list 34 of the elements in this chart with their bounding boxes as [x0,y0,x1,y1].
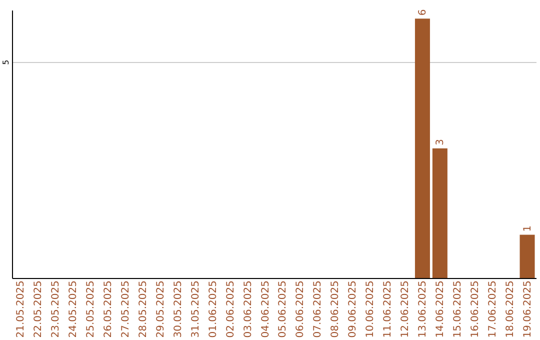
x-tick-label: 04.06.2025 [260,280,272,338]
x-tick-label: 05.06.2025 [278,280,289,338]
x-tick-label: 29.05.2025 [155,280,166,338]
x-tick-label: 11.06.2025 [382,280,394,338]
x-tick-label: 01.06.2025 [208,280,219,338]
x-tick-label: 27.05.2025 [120,280,132,338]
data-label: 1 [522,225,534,232]
x-tick-label: 28.05.2025 [138,280,149,338]
x-tick-label: 15.06.2025 [452,280,464,338]
x-tick-label: 26.05.2025 [103,280,114,338]
x-tick-label: 18.06.2025 [504,280,516,338]
x-tick-label: 19.06.2025 [522,280,534,338]
data-label: 3 [434,138,446,146]
x-tick-label: 25.05.2025 [86,280,97,338]
x-tick-label: 10.06.2025 [365,280,376,338]
y-tick-label: 5 [2,60,10,65]
x-tick-label: 31.05.2025 [190,280,202,338]
x-tick-label: 09.06.2025 [348,280,359,338]
x-tick-label: 03.06.2025 [242,280,254,338]
x-tick-label: 06.06.2025 [295,280,306,338]
data-label: 6 [417,9,428,16]
x-tick-label: 22.05.2025 [33,280,44,338]
x-tick-label: 02.06.2025 [225,280,236,338]
x-tick-label: 13.06.2025 [417,280,428,338]
x-tick-label: 30.05.2025 [172,280,184,338]
x-tick-label: 07.06.2025 [312,280,324,338]
x-tick-label: 14.06.2025 [434,280,446,338]
x-tick-label: 12.06.2025 [400,280,411,338]
x-tick-label: 08.06.2025 [330,280,342,338]
x-tick-label: 17.06.2025 [487,280,498,338]
x-tick-label: 24.05.2025 [68,280,80,338]
x-tick-label: 21.05.2025 [16,280,27,338]
x-tick-label: 23.05.2025 [50,280,62,338]
x-tick-label: 16.06.2025 [470,280,481,338]
